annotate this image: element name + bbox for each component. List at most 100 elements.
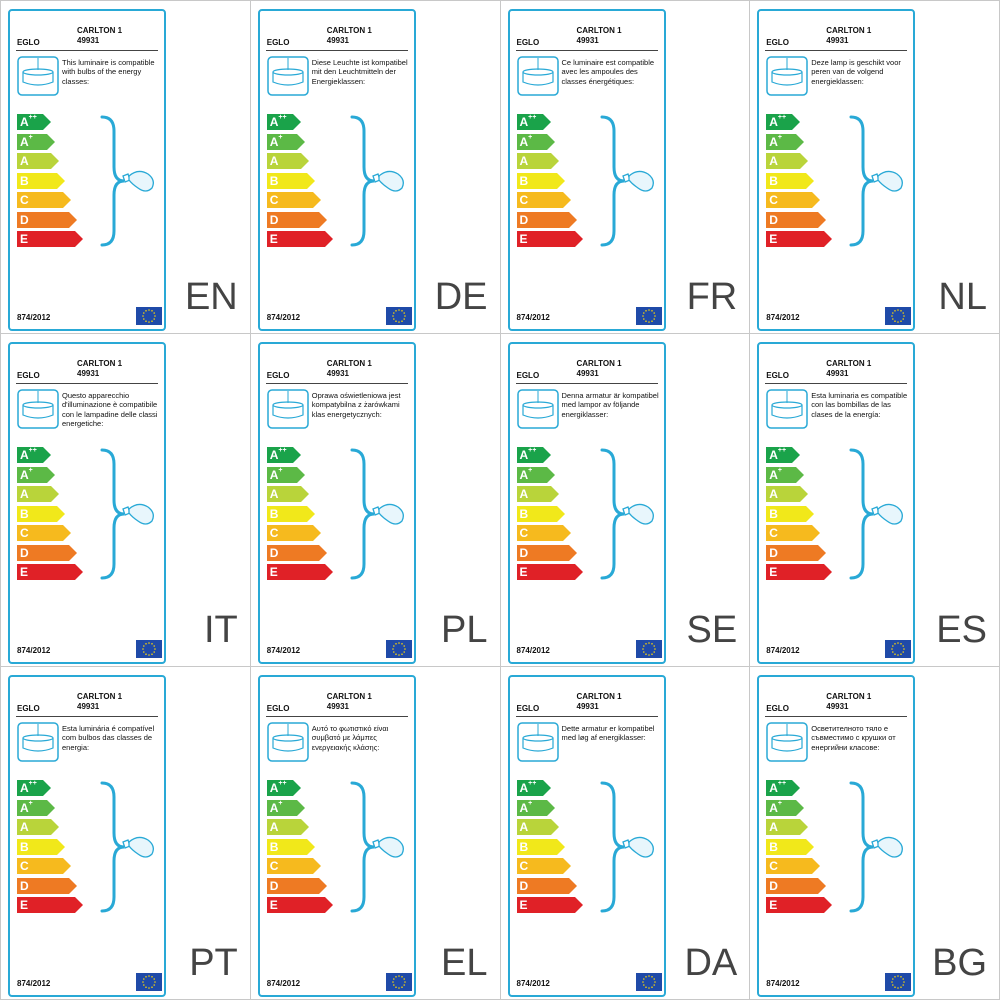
energy-class-row: A++ [17, 446, 87, 466]
energy-class-letter: E [769, 896, 777, 914]
energy-class-letter: E [769, 230, 777, 248]
energy-class-row: A++ [266, 779, 337, 799]
language-code: IT [203, 609, 238, 651]
energy-class-row: E [516, 563, 587, 583]
energy-class-letter: C [520, 857, 529, 875]
header-divider [515, 50, 658, 51]
energy-class-row: A++ [516, 113, 587, 133]
energy-class-letter-main: B [269, 839, 279, 854]
brand-name: EGLO [516, 38, 540, 47]
brand-name: EGLO [766, 38, 789, 47]
energy-class-arrow [17, 564, 83, 580]
language-code: PT [189, 942, 238, 984]
light-bulb-icon [122, 836, 154, 858]
energy-class-letter-main: C [269, 859, 279, 873]
energy-class-letter-main: D [20, 212, 29, 227]
energy-label-card: EGLO CARLTON 1 49931 Deze lamp is geschikt … [757, 9, 916, 331]
energy-class-arrow [266, 114, 301, 130]
energy-class-arrow [516, 564, 583, 580]
pendant-lamp-icon [17, 56, 59, 96]
energy-class-arrow [766, 838, 815, 855]
header-divider [265, 716, 408, 717]
energy-class-row: A++ [516, 446, 587, 466]
energy-class-letter-main: C [769, 193, 778, 207]
energy-class-letter-main: E [269, 898, 278, 912]
light-bulb-icon [371, 503, 404, 525]
energy-class-scale: A++ A+ A B C D E [266, 446, 337, 583]
energy-class-letter: A++ [270, 446, 287, 464]
energy-class-letter: E [20, 563, 28, 581]
energy-class-row: E [266, 896, 337, 916]
energy-class-letter: A+ [270, 133, 283, 151]
energy-class-arrow [766, 544, 827, 561]
energy-class-row: E [766, 896, 836, 916]
model-code: 49931 [576, 702, 599, 711]
energy-class-superscript: ++ [28, 114, 37, 121]
energy-class-arrow [766, 897, 833, 913]
energy-class-letter-main: B [20, 839, 29, 854]
energy-class-letter-main: C [769, 859, 778, 873]
energy-class-arrow [766, 466, 805, 483]
light-bulb-icon [122, 503, 154, 525]
energy-class-letter-main: E [20, 898, 29, 912]
energy-class-letter-main: A [20, 487, 29, 501]
energy-class-letter: D [20, 211, 29, 229]
energy-class-letter-main: D [269, 212, 279, 227]
model-name: CARLTON 1 [326, 359, 372, 368]
energy-class-letter: A+ [20, 466, 33, 484]
pendant-lamp-icon [516, 389, 559, 429]
energy-class-letter: B [769, 838, 778, 856]
energy-class-letter: D [20, 544, 29, 562]
model-name: CARLTON 1 [326, 26, 372, 35]
model-name: CARLTON 1 [826, 26, 872, 35]
energy-class-letter: D [520, 211, 529, 229]
energy-class-row: C [766, 857, 836, 877]
compatibility-text: Esta luminária é compatível com bulbos d… [62, 724, 155, 752]
compatibility-text: This luminaire is compatible with bulbs … [62, 58, 155, 86]
energy-class-arrow [266, 447, 301, 463]
energy-class-letter-main: A [519, 115, 529, 129]
energy-class-row: A++ [266, 446, 337, 466]
eu-flag-icon [885, 640, 912, 658]
energy-class-arrow [17, 525, 71, 541]
energy-class-superscript: ++ [278, 780, 287, 787]
energy-class-arrow [766, 133, 805, 150]
energy-class-letter: A [20, 818, 29, 836]
energy-class-row: B [17, 172, 87, 192]
label-cell-de: EGLO CARLTON 1 49931 Diese Leuchte ist komp… [250, 1, 501, 334]
label-cell-pl: EGLO CARLTON 1 49931 Oprawa oświetleniowa j… [250, 334, 501, 667]
brand-name: EGLO [17, 371, 40, 380]
energy-class-letter-main: A [269, 800, 279, 815]
energy-class-arrow [266, 133, 305, 150]
energy-class-letter-main: D [769, 212, 778, 227]
energy-class-arrow [766, 153, 809, 169]
regulation-number: 874/2012 [266, 979, 301, 988]
compatibility-text: Oprawa oświetleniowa jest kompatybilna z… [311, 391, 401, 419]
energy-class-row: A [266, 485, 337, 505]
label-cell-it: EGLO CARLTON 1 49931 Questo apparecchio d'i… [1, 334, 251, 667]
energy-class-letter-main: A [769, 800, 778, 815]
energy-class-arrow [766, 564, 833, 580]
light-bulb-icon [621, 170, 654, 192]
model-name: CARLTON 1 [826, 359, 872, 368]
energy-class-arrow [766, 172, 815, 189]
header-divider [765, 383, 908, 384]
energy-class-letter: A [270, 485, 279, 503]
energy-class-arrow [266, 231, 333, 247]
energy-class-arrow [516, 780, 551, 796]
energy-class-arrow [516, 505, 565, 522]
energy-class-scale: A++ A+ A B C D E [766, 779, 836, 916]
label-cell-en: EGLO CARLTON 1 49931 This luminaire is comp… [1, 1, 251, 334]
energy-class-arrow [516, 486, 559, 502]
header-divider [265, 383, 408, 384]
energy-class-arrow [17, 114, 51, 130]
energy-class-arrow [766, 486, 809, 502]
energy-class-letter-main: A [519, 800, 529, 815]
eu-flag-icon [136, 973, 162, 991]
energy-class-superscript: + [28, 799, 33, 807]
energy-class-superscript: + [777, 466, 783, 474]
energy-class-letter-main: C [20, 859, 29, 873]
energy-label-card: EGLO CARLTON 1 49931 Esta luminaria es comp… [757, 342, 916, 664]
pendant-lamp-icon [766, 56, 808, 96]
energy-class-arrow [266, 172, 315, 189]
